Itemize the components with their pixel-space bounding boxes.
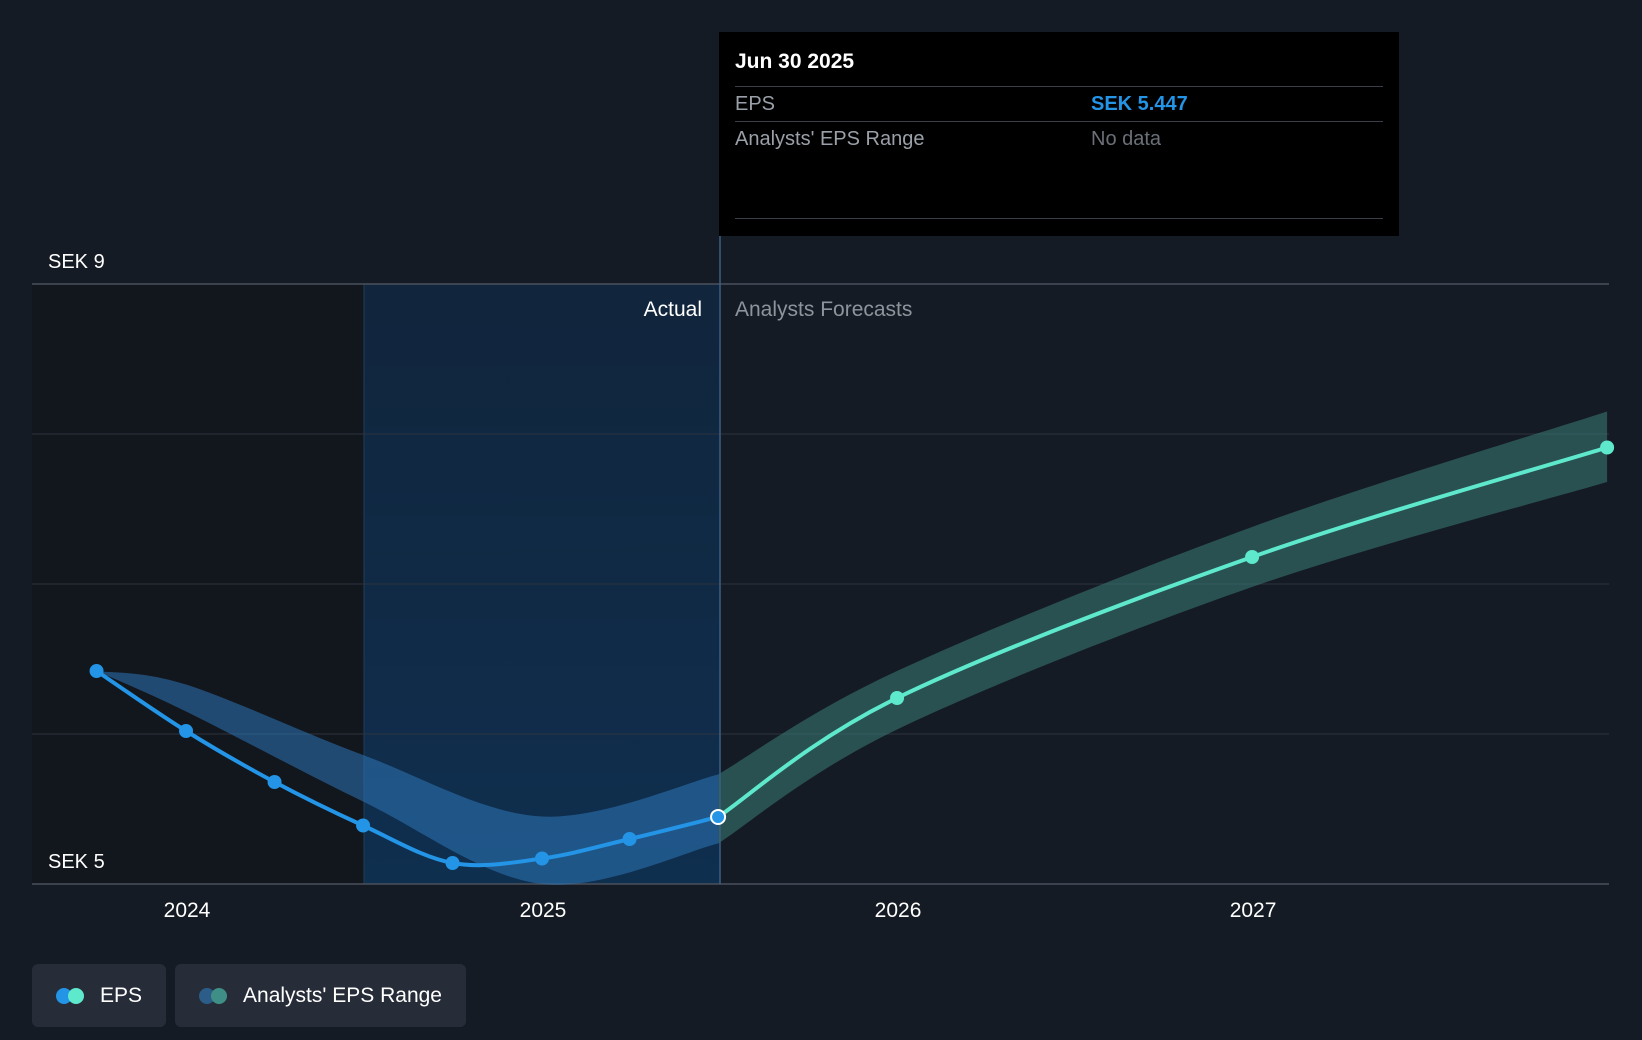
eps-point[interactable] (622, 832, 637, 846)
eps-point[interactable] (179, 724, 194, 738)
tooltip-row-eps: EPS SEK 5.447 (735, 86, 1383, 121)
eps-forecast-point[interactable] (1600, 440, 1615, 455)
eps-legend-icon (56, 987, 86, 1004)
highlighted-eps-point[interactable] (710, 808, 727, 825)
eps-forecast-point[interactable] (1245, 550, 1260, 564)
tooltip-range-value: No data (1091, 127, 1162, 150)
tooltip: Jun 30 2025 EPS SEK 5.447 Analysts' EPS … (719, 32, 1399, 236)
tooltip-date: Jun 30 2025 (735, 50, 855, 73)
tooltip-row-range: Analysts' EPS Range No data (735, 121, 1383, 156)
eps-point[interactable] (535, 851, 550, 866)
data-points (89, 440, 1615, 870)
legend-range-label: Analysts' EPS Range (243, 983, 442, 1007)
eps-point[interactable] (445, 856, 460, 870)
eps-point[interactable] (356, 818, 371, 833)
forecast-label: Analysts Forecasts (735, 298, 912, 321)
eps-point[interactable] (267, 775, 282, 789)
x-tick-label: 2026 (875, 899, 922, 922)
eps-line-forecast (716, 445, 1610, 819)
tooltip-eps-label: EPS (735, 92, 776, 115)
legend-range-button[interactable]: Analysts' EPS Range (175, 964, 466, 1027)
x-axis-ticks: 2024 2025 2026 2027 (164, 899, 1277, 922)
legend: EPS Analysts' EPS Range (32, 964, 466, 1027)
legend-eps-label: EPS (100, 983, 143, 1007)
eps-point[interactable] (89, 664, 104, 678)
tooltip-range-label: Analysts' EPS Range (735, 127, 925, 150)
x-tick-label: 2025 (520, 899, 567, 922)
x-tick-label: 2027 (1230, 899, 1277, 922)
eps-forecast-point[interactable] (890, 691, 905, 705)
eps-range-band-actual (96, 671, 719, 885)
tooltip-divider (735, 218, 1383, 219)
actual-label: Actual (644, 298, 702, 321)
y-tick-bottom: SEK 5 (48, 851, 105, 873)
x-tick-label: 2024 (164, 899, 211, 922)
legend-dot-range-forecast (211, 987, 228, 1004)
range-legend-icon (199, 987, 229, 1004)
y-tick-top: SEK 9 (48, 251, 105, 273)
tooltip-eps-value: SEK 5.447 (1091, 92, 1188, 115)
eps-range-band-forecast (718, 411, 1608, 844)
legend-dot-forecast (68, 987, 84, 1004)
legend-eps-button[interactable]: EPS (32, 964, 167, 1027)
